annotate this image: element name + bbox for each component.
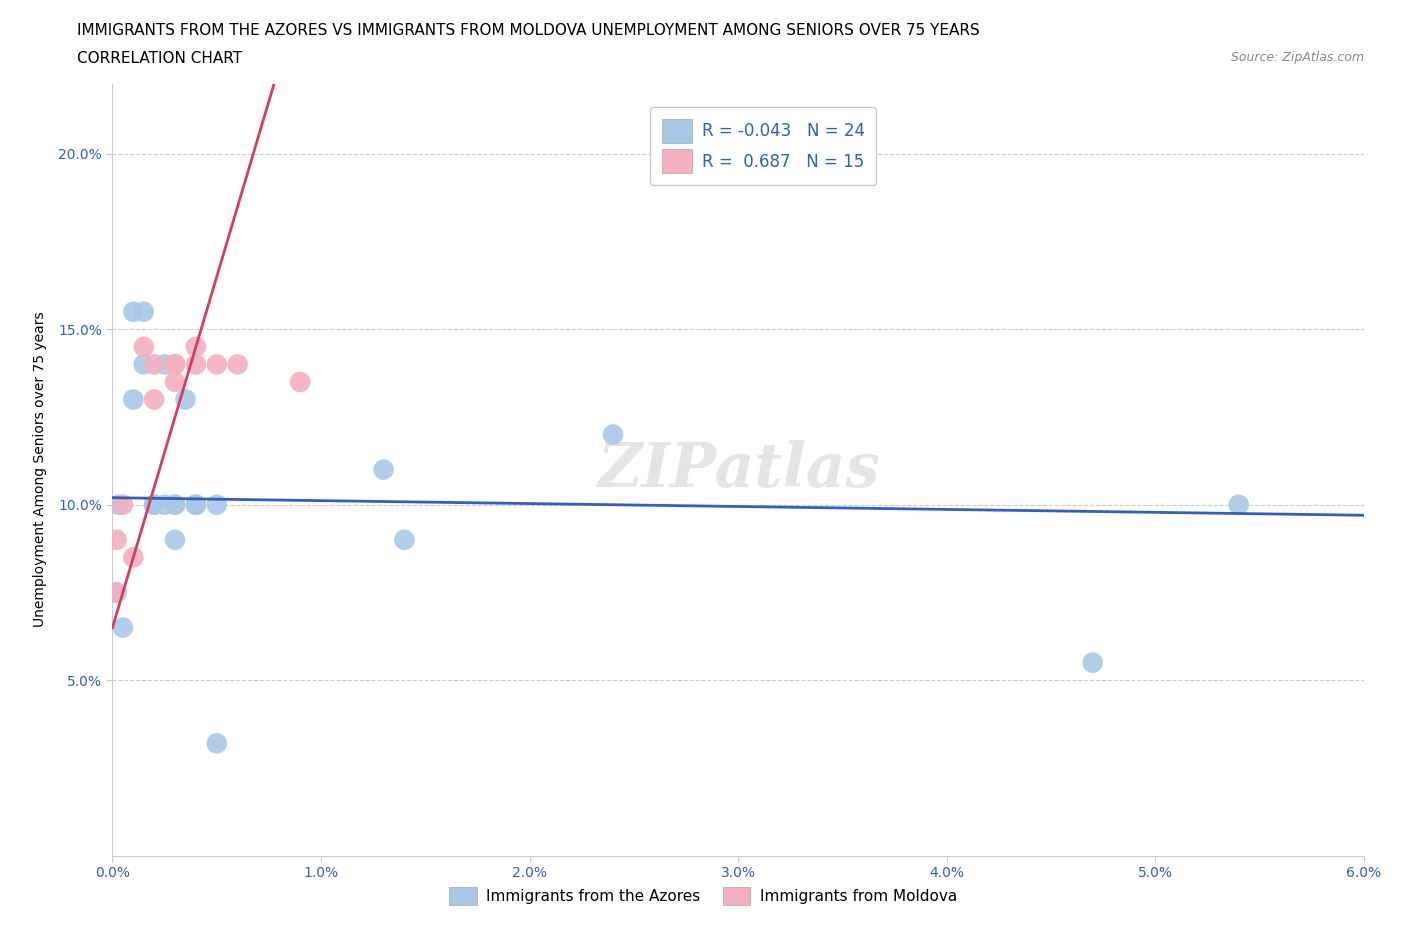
Text: IMMIGRANTS FROM THE AZORES VS IMMIGRANTS FROM MOLDOVA UNEMPLOYMENT AMONG SENIORS: IMMIGRANTS FROM THE AZORES VS IMMIGRANTS… bbox=[77, 23, 980, 38]
Point bbox=[184, 339, 207, 354]
Point bbox=[174, 392, 197, 407]
Point bbox=[165, 375, 187, 390]
Point bbox=[165, 357, 187, 372]
Point bbox=[153, 357, 176, 372]
Y-axis label: Unemployment Among Seniors over 75 years: Unemployment Among Seniors over 75 years bbox=[34, 312, 46, 628]
Point bbox=[205, 736, 228, 751]
Point bbox=[105, 532, 128, 547]
Point bbox=[132, 339, 155, 354]
Point bbox=[111, 620, 134, 635]
Point bbox=[184, 498, 207, 512]
Point bbox=[373, 462, 395, 477]
Legend: Immigrants from the Azores, Immigrants from Moldova: Immigrants from the Azores, Immigrants f… bbox=[441, 879, 965, 913]
Point bbox=[394, 532, 416, 547]
Point bbox=[1081, 655, 1104, 670]
Point bbox=[143, 498, 166, 512]
Point bbox=[165, 532, 187, 547]
Point bbox=[290, 375, 312, 390]
Point bbox=[122, 392, 145, 407]
Point bbox=[143, 357, 166, 372]
Point bbox=[105, 585, 128, 600]
Point bbox=[165, 498, 187, 512]
Point bbox=[602, 427, 624, 442]
Point bbox=[205, 357, 228, 372]
Legend: R = -0.043   N = 24, R =  0.687   N = 15: R = -0.043 N = 24, R = 0.687 N = 15 bbox=[650, 108, 876, 185]
Point bbox=[111, 498, 134, 512]
Point bbox=[184, 357, 207, 372]
Point bbox=[132, 304, 155, 319]
Point bbox=[107, 498, 129, 512]
Point bbox=[226, 357, 249, 372]
Point bbox=[184, 498, 207, 512]
Point bbox=[205, 498, 228, 512]
Point bbox=[153, 498, 176, 512]
Text: Source: ZipAtlas.com: Source: ZipAtlas.com bbox=[1230, 51, 1364, 64]
Point bbox=[143, 498, 166, 512]
Point bbox=[165, 498, 187, 512]
Text: ZIPatlas: ZIPatlas bbox=[596, 440, 880, 499]
Point bbox=[165, 357, 187, 372]
Point bbox=[132, 357, 155, 372]
Point bbox=[122, 550, 145, 565]
Point bbox=[103, 585, 125, 600]
Point bbox=[143, 392, 166, 407]
Point bbox=[1227, 498, 1250, 512]
Point bbox=[122, 304, 145, 319]
Text: CORRELATION CHART: CORRELATION CHART bbox=[77, 51, 242, 66]
